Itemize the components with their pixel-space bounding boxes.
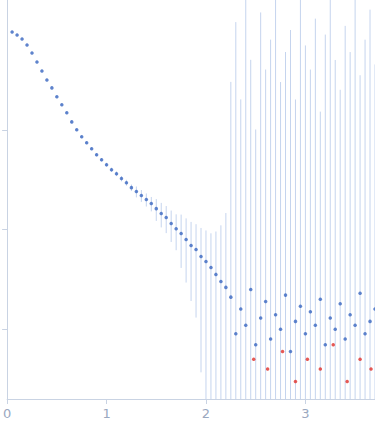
svg-text:1: 1 bbox=[102, 406, 110, 421]
svg-text:2: 2 bbox=[202, 406, 210, 421]
svg-text:3: 3 bbox=[301, 406, 309, 421]
svg-text:0: 0 bbox=[3, 406, 11, 421]
